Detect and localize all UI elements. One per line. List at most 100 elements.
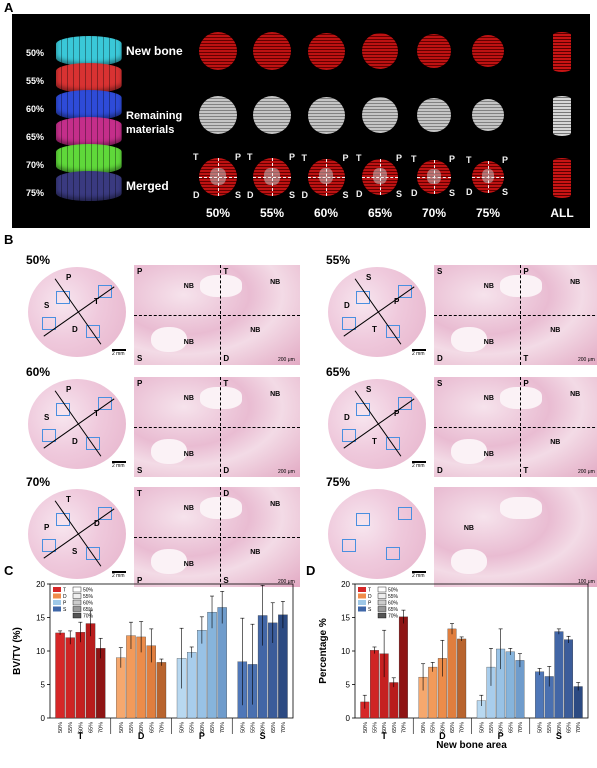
detail-divider-h xyxy=(134,537,300,538)
nb-label: NB xyxy=(483,339,494,346)
x-tick-label: 55% xyxy=(68,722,74,733)
detail-quadrant-letter: P xyxy=(523,267,529,276)
legend-swatch xyxy=(53,593,61,599)
new-bone-disc xyxy=(362,33,398,69)
x-tick-label: 60% xyxy=(499,722,505,733)
bar xyxy=(447,628,457,719)
nb-label: NB xyxy=(183,451,194,458)
y-tick-label: 5 xyxy=(346,681,351,690)
x-tick-label: 65% xyxy=(210,722,216,733)
x-tick-label: 50% xyxy=(363,722,369,733)
overview-section: P T S D xyxy=(28,379,126,469)
detail-white-region xyxy=(150,439,188,464)
quadrant-letter: D xyxy=(301,189,309,200)
panel-a-micro-ct: 50% 55% 60% 65% 70% 75% New bone Remaining ma… xyxy=(12,14,590,228)
quadrant-letter: T xyxy=(356,153,362,163)
merged-disc: T P D S xyxy=(247,152,295,200)
legend-swatch xyxy=(358,606,366,612)
legend-swatch xyxy=(358,587,366,592)
overview-quadrant-letter: S xyxy=(366,273,372,282)
stack-percentage-labels: 50% 55% 60% 65% 70% 75% xyxy=(18,14,48,228)
detail-divider-v xyxy=(220,377,222,477)
overview-quadrant-letter: S xyxy=(72,547,78,556)
detail-quadrant-letter: D xyxy=(437,466,443,475)
detail-divider-h xyxy=(434,427,597,428)
y-tick-label: 5 xyxy=(41,681,46,690)
overview-quadrant-letter: P xyxy=(394,297,400,306)
y-tick-label: 10 xyxy=(36,647,45,656)
micro-ct-grid: 50% T P D S 55% T P D S 60% T P D S 65% T P D S 70% T P D S 75% T P… xyxy=(192,14,590,228)
merged-disc: T P D S xyxy=(302,153,349,200)
remaining-material-disc xyxy=(362,97,398,133)
bar xyxy=(95,648,106,719)
overview-quadrant-letter: D xyxy=(344,413,350,422)
scalebar-overview: 2 mm xyxy=(412,463,425,469)
roi-box xyxy=(342,317,356,330)
detail-section: S P D T NB NB NB NB 200 μm xyxy=(434,377,597,477)
scalebar-overview: 2 mm xyxy=(412,351,425,357)
merged-remaining-overlay xyxy=(318,167,334,185)
new-bone-disc xyxy=(253,32,291,70)
detail-divider-v xyxy=(520,377,522,477)
group-label: T xyxy=(381,731,387,741)
y-tick-label: 0 xyxy=(41,714,46,723)
roi-box xyxy=(42,539,56,552)
scalebar-detail: 100 μm xyxy=(578,579,595,585)
nb-label: NB xyxy=(270,501,281,508)
x-tick-label: 60% xyxy=(382,722,388,733)
quadrant-letter: D xyxy=(466,187,473,197)
detail-white-region xyxy=(150,327,188,352)
merged-remaining-overlay xyxy=(427,168,441,184)
quadrant-letter: T xyxy=(466,155,472,165)
bar xyxy=(156,662,167,719)
x-axis-label: New bone area xyxy=(436,740,507,751)
bar xyxy=(75,632,86,719)
quadrant-letter: S xyxy=(502,187,509,197)
roi-box xyxy=(86,437,100,450)
quadrant-letter: S xyxy=(449,188,456,198)
roi-box xyxy=(56,513,70,526)
dashed-line xyxy=(434,160,435,194)
scalebar-overview: 2 mm xyxy=(112,351,125,357)
remaining-material-disc xyxy=(472,99,504,131)
quadrant-letter: P xyxy=(449,154,456,164)
column-label: 65% xyxy=(367,206,393,220)
legend-label: 60% xyxy=(83,601,94,607)
row-label-new-bone: New bone xyxy=(126,44,183,58)
x-tick-label: 55% xyxy=(372,722,378,733)
dashed-line xyxy=(326,158,327,196)
x-tick-label: 65% xyxy=(450,722,456,733)
overview-quadrant-letter: D xyxy=(344,301,350,310)
legend-label: S xyxy=(368,607,372,613)
quadrant-letter: S xyxy=(396,189,403,199)
detail-divider-v xyxy=(520,265,522,365)
group-label: T xyxy=(78,731,84,741)
roi-box xyxy=(342,429,356,442)
remaining-all-cylinder xyxy=(553,96,571,136)
scalebar-detail: 200 μm xyxy=(578,357,595,363)
detail-white-region xyxy=(450,327,488,352)
quadrant-letter: D xyxy=(411,188,418,198)
roi-box xyxy=(42,317,56,330)
legend-swatch xyxy=(72,612,82,619)
y-axis-label: Percentage % xyxy=(318,618,329,684)
stack-percentage: 75% xyxy=(26,188,45,198)
x-tick-label: 55% xyxy=(190,722,196,733)
merged-disc: T P D S xyxy=(356,153,402,199)
roi-box xyxy=(398,397,412,410)
detail-quadrant-letter: S xyxy=(137,466,143,475)
overview-quadrant-letter: D xyxy=(72,325,78,334)
division-line xyxy=(354,278,402,345)
overview-quadrant-letter: P xyxy=(66,385,72,394)
detail-quadrant-letter: D xyxy=(437,354,443,363)
detail-section: P T S D NB NB NB NB 200 μm xyxy=(134,265,300,365)
scalebar-line xyxy=(112,461,126,463)
remaining-material-disc xyxy=(199,96,237,134)
bar xyxy=(65,637,75,719)
legend-swatch xyxy=(72,586,82,593)
scalebar-line xyxy=(412,571,426,573)
scalebar-line xyxy=(412,461,426,463)
scalebar-overview: 2 mm xyxy=(412,573,425,579)
overview-section: P T S D xyxy=(28,267,126,357)
roi-box xyxy=(98,397,112,410)
